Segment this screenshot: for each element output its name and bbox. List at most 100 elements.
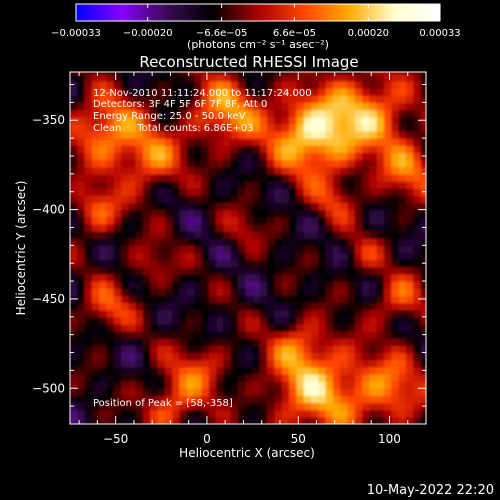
heatmap-cell [310, 245, 319, 254]
heatmap-cell [303, 109, 312, 118]
heatmap-cell [179, 195, 188, 204]
heatmap-cell [398, 223, 407, 232]
heatmap-cell [121, 166, 130, 175]
heatmap-cell [121, 309, 130, 318]
heatmap-cell [216, 166, 224, 175]
heatmap-cell [405, 159, 414, 168]
heatmap-cell [310, 88, 319, 96]
heatmap-cell [384, 116, 392, 125]
heatmap-cell [325, 323, 334, 332]
heatmap-cell [274, 288, 283, 296]
heatmap-cell [405, 416, 414, 424]
heatmap-cell [281, 259, 290, 268]
heatmap-cell [347, 352, 356, 361]
heatmap-cell [318, 366, 327, 375]
heatmap-cell [179, 73, 188, 82]
heatmap-cell [274, 259, 283, 268]
heatmap-cell [201, 359, 210, 368]
heatmap-cell [391, 202, 400, 211]
heatmap-cell [237, 223, 246, 232]
heatmap-cell [157, 188, 166, 196]
heatmap-cell [347, 295, 356, 304]
heatmap-cell [303, 245, 312, 254]
heatmap-cell [405, 152, 414, 161]
heatmap-cell [296, 331, 305, 339]
heatmap-cell [325, 116, 334, 125]
heatmap-cell [245, 223, 254, 232]
heatmap-cell [113, 259, 122, 268]
heatmap-cell [398, 381, 407, 389]
heatmap-cell [398, 202, 407, 211]
heatmap-cell [310, 238, 319, 246]
heatmap-cell [384, 359, 392, 368]
heatmap-cell [354, 402, 363, 411]
heatmap-cell [99, 288, 108, 296]
heatmap-cell [186, 416, 195, 424]
heatmap-cell [150, 138, 159, 146]
heatmap-cell [420, 238, 426, 246]
heatmap-cell [398, 338, 407, 346]
heatmap-cell [128, 381, 137, 389]
heatmap-cell [325, 338, 334, 346]
heatmap-cell [70, 288, 78, 296]
heatmap-cell [289, 288, 297, 296]
heatmap-cell [318, 281, 327, 289]
heatmap-cell [245, 231, 254, 239]
heatmap-cell [325, 109, 334, 118]
heatmap-cell [289, 388, 297, 397]
heatmap-cell [230, 316, 239, 325]
heatmap-cell [113, 388, 122, 397]
heatmap-cell [99, 145, 108, 154]
heatmap-cell [143, 73, 151, 82]
heatmap-cell [99, 281, 108, 289]
heatmap-cell [223, 259, 232, 268]
heatmap-cell [121, 323, 130, 332]
heatmap-cell [252, 188, 261, 196]
heatmap-cell [340, 145, 349, 154]
heatmap-cell [347, 309, 356, 318]
heatmap-cell [259, 266, 268, 275]
heatmap-cell [201, 209, 210, 218]
heatmap-cell [164, 402, 173, 411]
heatmap-cell [267, 188, 276, 196]
heatmap-cell [391, 130, 400, 139]
heatmap-cell [267, 266, 276, 275]
heatmap-cell [121, 259, 130, 268]
heatmap-cell [143, 345, 151, 354]
heatmap-cell [84, 73, 93, 82]
heatmap-cell [376, 352, 385, 361]
heatmap-cell [413, 352, 422, 361]
heatmap-cell [405, 109, 414, 118]
heatmap-cell [391, 323, 400, 332]
heatmap-cell [267, 116, 276, 125]
heatmap-cell [208, 231, 217, 239]
heatmap-cell [128, 238, 137, 246]
heatmap-cell [91, 345, 100, 354]
heatmap-cell [70, 323, 78, 332]
heatmap-cell [135, 152, 144, 161]
heatmap-cell [99, 173, 108, 182]
heatmap-cell [332, 145, 341, 154]
heatmap-cell [332, 159, 341, 168]
heatmap-cell [91, 138, 100, 146]
heatmap-cell [201, 130, 210, 139]
heatmap-cell [128, 323, 137, 332]
heatmap-cell [281, 216, 290, 225]
heatmap-cell [186, 245, 195, 254]
heatmap-cell [362, 209, 370, 218]
heatmap-cell [186, 209, 195, 218]
heatmap-cell [91, 166, 100, 175]
heatmap-cell [384, 373, 392, 382]
heatmap-cell [325, 138, 334, 146]
heatmap-cell [252, 88, 261, 96]
heatmap-cell [369, 302, 378, 311]
heatmap-cell [347, 145, 356, 154]
heatmap-cell [106, 95, 115, 103]
heatmap-cell [340, 173, 349, 182]
heatmap-cell [106, 216, 115, 225]
heatmap-cell [289, 416, 297, 424]
heatmap-cell [194, 402, 203, 411]
heatmap-cell [194, 259, 203, 268]
heatmap-cell [340, 295, 349, 304]
heatmap-cell [77, 266, 86, 275]
